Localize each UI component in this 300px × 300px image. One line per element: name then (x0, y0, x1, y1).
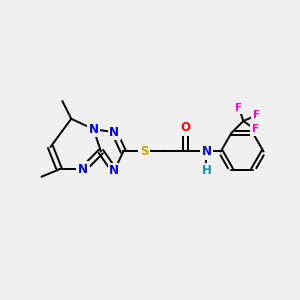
Text: N: N (88, 123, 98, 136)
Text: F: F (253, 110, 260, 120)
Text: S: S (140, 145, 148, 158)
Text: N: N (202, 145, 212, 158)
Text: F: F (235, 103, 242, 113)
Text: F: F (252, 124, 259, 134)
Text: H: H (202, 164, 212, 177)
Text: N: N (78, 163, 88, 176)
Text: O: O (181, 121, 191, 134)
Text: N: N (109, 126, 119, 139)
Text: N: N (109, 164, 119, 177)
